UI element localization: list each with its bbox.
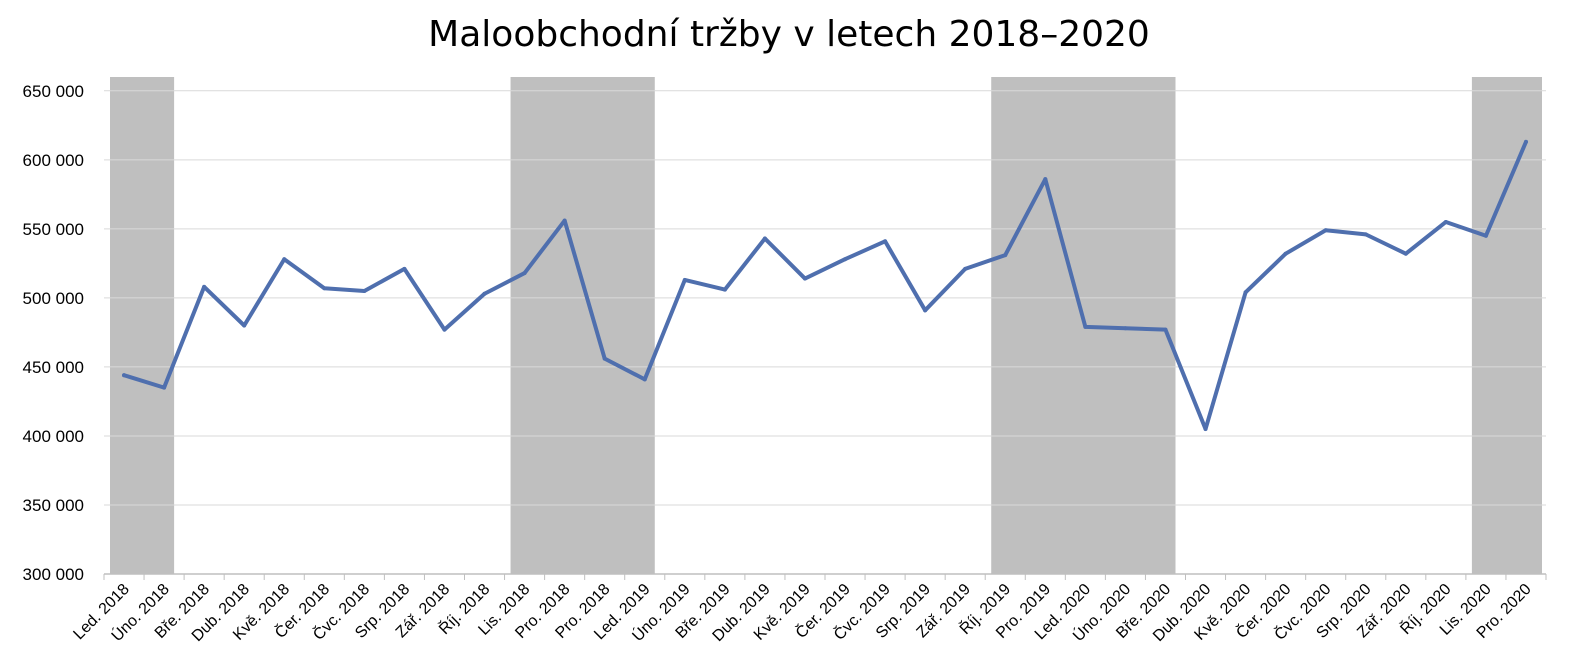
data-point [1003,253,1008,258]
shaded-region [110,77,175,574]
data-point [202,284,207,289]
data-point [362,288,367,293]
data-point [843,257,848,262]
shaded-regions [110,77,1542,574]
data-point [642,377,647,382]
y-tick-label: 300 000 [23,565,84,584]
y-axis-ticks: 300 000 350 000 400 000 450 000 500 000 550 0… [23,82,84,584]
y-tick-label: 600 000 [23,151,84,170]
data-point [482,291,487,296]
data-point [522,271,527,276]
data-point [883,239,888,244]
data-point [242,323,247,328]
data-point [1083,324,1088,329]
data-point [442,327,447,332]
data-point [1363,232,1368,237]
data-point [162,385,167,390]
data-point [1443,219,1448,224]
y-tick-label: 350 000 [23,496,84,515]
data-point [762,236,767,241]
data-point [322,286,327,291]
y-tick-label: 400 000 [23,427,84,446]
data-point [1243,290,1248,295]
data-point [682,277,687,282]
data-point [1203,427,1208,432]
y-tick-label: 550 000 [23,220,84,239]
data-point [1163,327,1168,332]
data-point [1323,228,1328,233]
shaded-region [1471,77,1542,574]
data-point [722,287,727,292]
data-point [282,257,287,262]
y-tick-label: 650 000 [23,82,84,101]
data-point [923,308,928,313]
data-point [562,218,567,223]
shaded-region [510,77,655,574]
y-tick-label: 500 000 [23,289,84,308]
data-point [602,356,607,361]
data-point [402,266,407,271]
data-point [1123,326,1128,331]
x-axis [103,573,1547,580]
chart-title: Maloobchodní tržby v letech 2018–2020 [428,14,1150,55]
data-point [1283,251,1288,256]
series-line [122,139,1528,432]
gridlines [104,90,1546,506]
data-point [1043,177,1048,182]
data-point [1483,233,1488,238]
data-point [1523,139,1528,144]
series-layer [122,139,1528,432]
data-point [963,266,968,271]
data-point [122,373,127,378]
data-point [1403,251,1408,256]
y-tick-label: 450 000 [23,358,84,377]
data-point [802,276,807,281]
